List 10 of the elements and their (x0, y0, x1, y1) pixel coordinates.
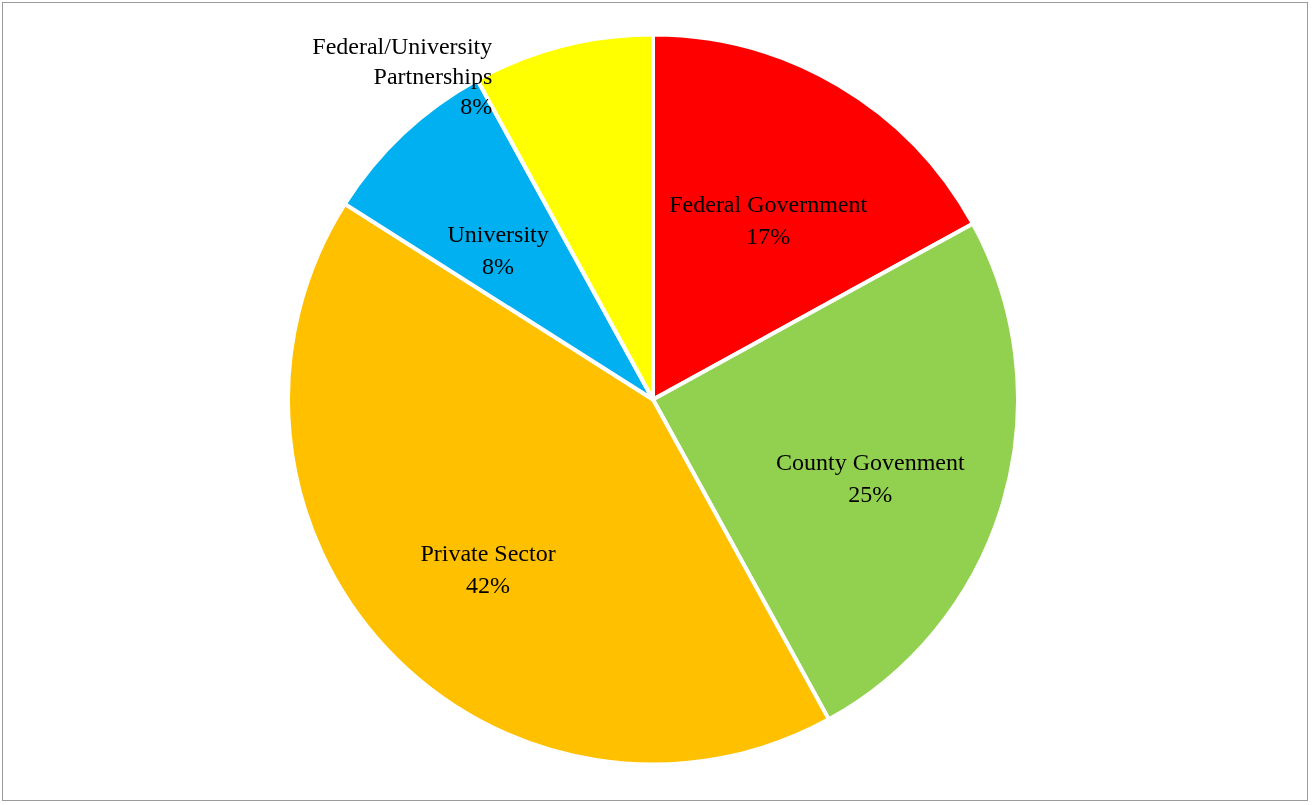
slice-label: University (447, 220, 549, 247)
data-label: 17% (746, 222, 791, 249)
data-label: 25% (848, 480, 893, 507)
data-label: 42% (466, 572, 511, 599)
slice-label: County Govenment (775, 448, 965, 475)
slice-label: Federal Government (669, 190, 868, 217)
slice-label: Federal/University Partnerships (312, 33, 493, 90)
data-label: 8% (460, 93, 493, 120)
slice-label: Private Sector (420, 540, 556, 567)
data-label: 8% (482, 252, 515, 279)
